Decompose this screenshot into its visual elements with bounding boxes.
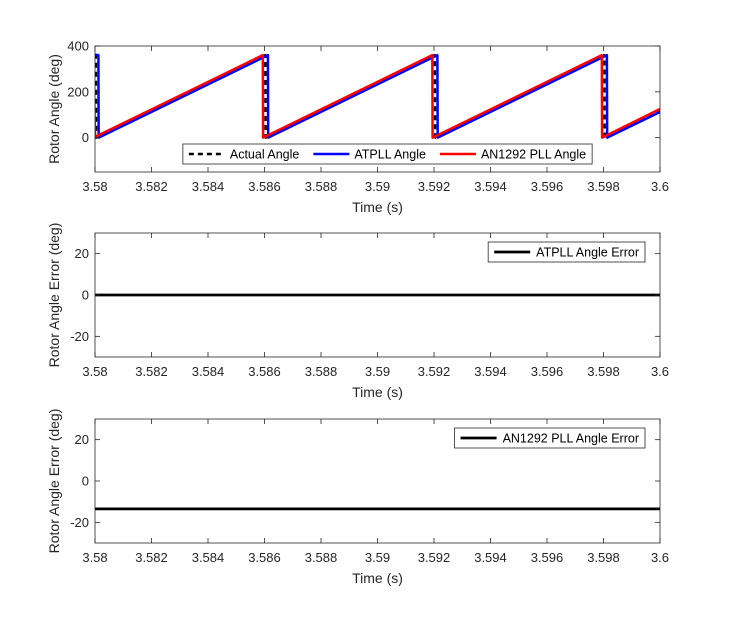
x-tick-label: 3.582 [135, 550, 168, 565]
x-tick-label: 3.598 [587, 550, 620, 565]
legend-label: Actual Angle [230, 148, 300, 162]
x-tick-label: 3.584 [192, 364, 225, 379]
y-tick-label: 400 [67, 39, 89, 54]
y-axis-label: Rotor Angle Error (deg) [46, 409, 62, 554]
x-tick-label: 3.594 [474, 364, 507, 379]
x-tick-label: 3.596 [531, 364, 564, 379]
x-tick-label: 3.6 [651, 364, 669, 379]
x-tick-label: 3.594 [474, 179, 507, 194]
x-tick-label: 3.588 [305, 179, 338, 194]
y-tick-label: 0 [82, 130, 89, 145]
legend-box [487, 241, 646, 263]
x-tick-label: 3.6 [651, 179, 669, 194]
x-tick-label: 3.582 [135, 364, 168, 379]
x-tick-label: 3.598 [587, 364, 620, 379]
x-tick-label: 3.592 [418, 364, 451, 379]
series-line-3 [95, 53, 660, 139]
legend-label: ATPLL Angle [354, 148, 426, 162]
x-axis-label: Time (s) [352, 570, 403, 586]
x-tick-label: 3.598 [587, 179, 620, 194]
legend: Actual Angle ATPLL Angle AN1292 PLL Angle [182, 143, 593, 165]
chart-panel-3: 3.58 3.582 3.584 3.586 3.588 3.59 3.592 3.594 3.… [46, 409, 669, 586]
x-tick-label: 3.594 [474, 550, 507, 565]
legend: ATPLL Angle Error [487, 241, 646, 263]
x-tick-label: 3.59 [365, 179, 390, 194]
y-tick-label: 0 [82, 474, 89, 489]
legend: AN1292 PLL Angle Error [454, 427, 646, 449]
x-tick-label: 3.588 [305, 550, 338, 565]
chart-panel-2: 3.58 3.582 3.584 3.586 3.588 3.59 3.592 3.594 3.… [46, 223, 669, 400]
x-tick-label: 3.59 [365, 364, 390, 379]
x-tick-label: 3.58 [82, 550, 107, 565]
y-tick-label: 200 [67, 84, 89, 99]
x-tick-label: 3.596 [531, 550, 564, 565]
legend-box [182, 143, 593, 165]
x-tick-label: 3.58 [82, 179, 107, 194]
y-tick-label: -20 [70, 329, 89, 344]
x-tick-label: 3.586 [248, 364, 281, 379]
x-tick-label: 3.596 [531, 179, 564, 194]
x-tick-label: 3.584 [192, 179, 225, 194]
y-tick-label: 20 [75, 432, 89, 447]
x-tick-label: 3.582 [135, 179, 168, 194]
x-tick-label: 3.592 [418, 179, 451, 194]
y-tick-label: -20 [70, 515, 89, 530]
series-line-2 [95, 53, 660, 139]
x-tick-label: 3.59 [365, 550, 390, 565]
legend-label: AN1292 PLL Angle Error [503, 432, 639, 446]
legend-box [454, 427, 646, 449]
x-tick-label: 3.586 [248, 550, 281, 565]
y-axis-label: Rotor Angle (deg) [46, 54, 62, 164]
legend-label: ATPLL Angle Error [536, 246, 639, 260]
x-tick-label: 3.592 [418, 550, 451, 565]
chart-panel-1: 3.58 3.582 3.584 3.586 3.588 3.59 3.592 3.594 3.… [46, 39, 669, 216]
x-tick-label: 3.6 [651, 550, 669, 565]
x-axis-label: Time (s) [352, 384, 403, 400]
x-tick-label: 3.586 [248, 179, 281, 194]
x-tick-label: 3.584 [192, 550, 225, 565]
x-tick-label: 3.588 [305, 364, 338, 379]
legend-label: AN1292 PLL Angle [481, 148, 586, 162]
x-tick-label: 3.58 [82, 364, 107, 379]
y-axis-label: Rotor Angle Error (deg) [46, 223, 62, 368]
y-tick-label: 20 [75, 246, 89, 261]
x-axis-label: Time (s) [352, 199, 403, 215]
y-tick-label: 0 [82, 288, 89, 303]
